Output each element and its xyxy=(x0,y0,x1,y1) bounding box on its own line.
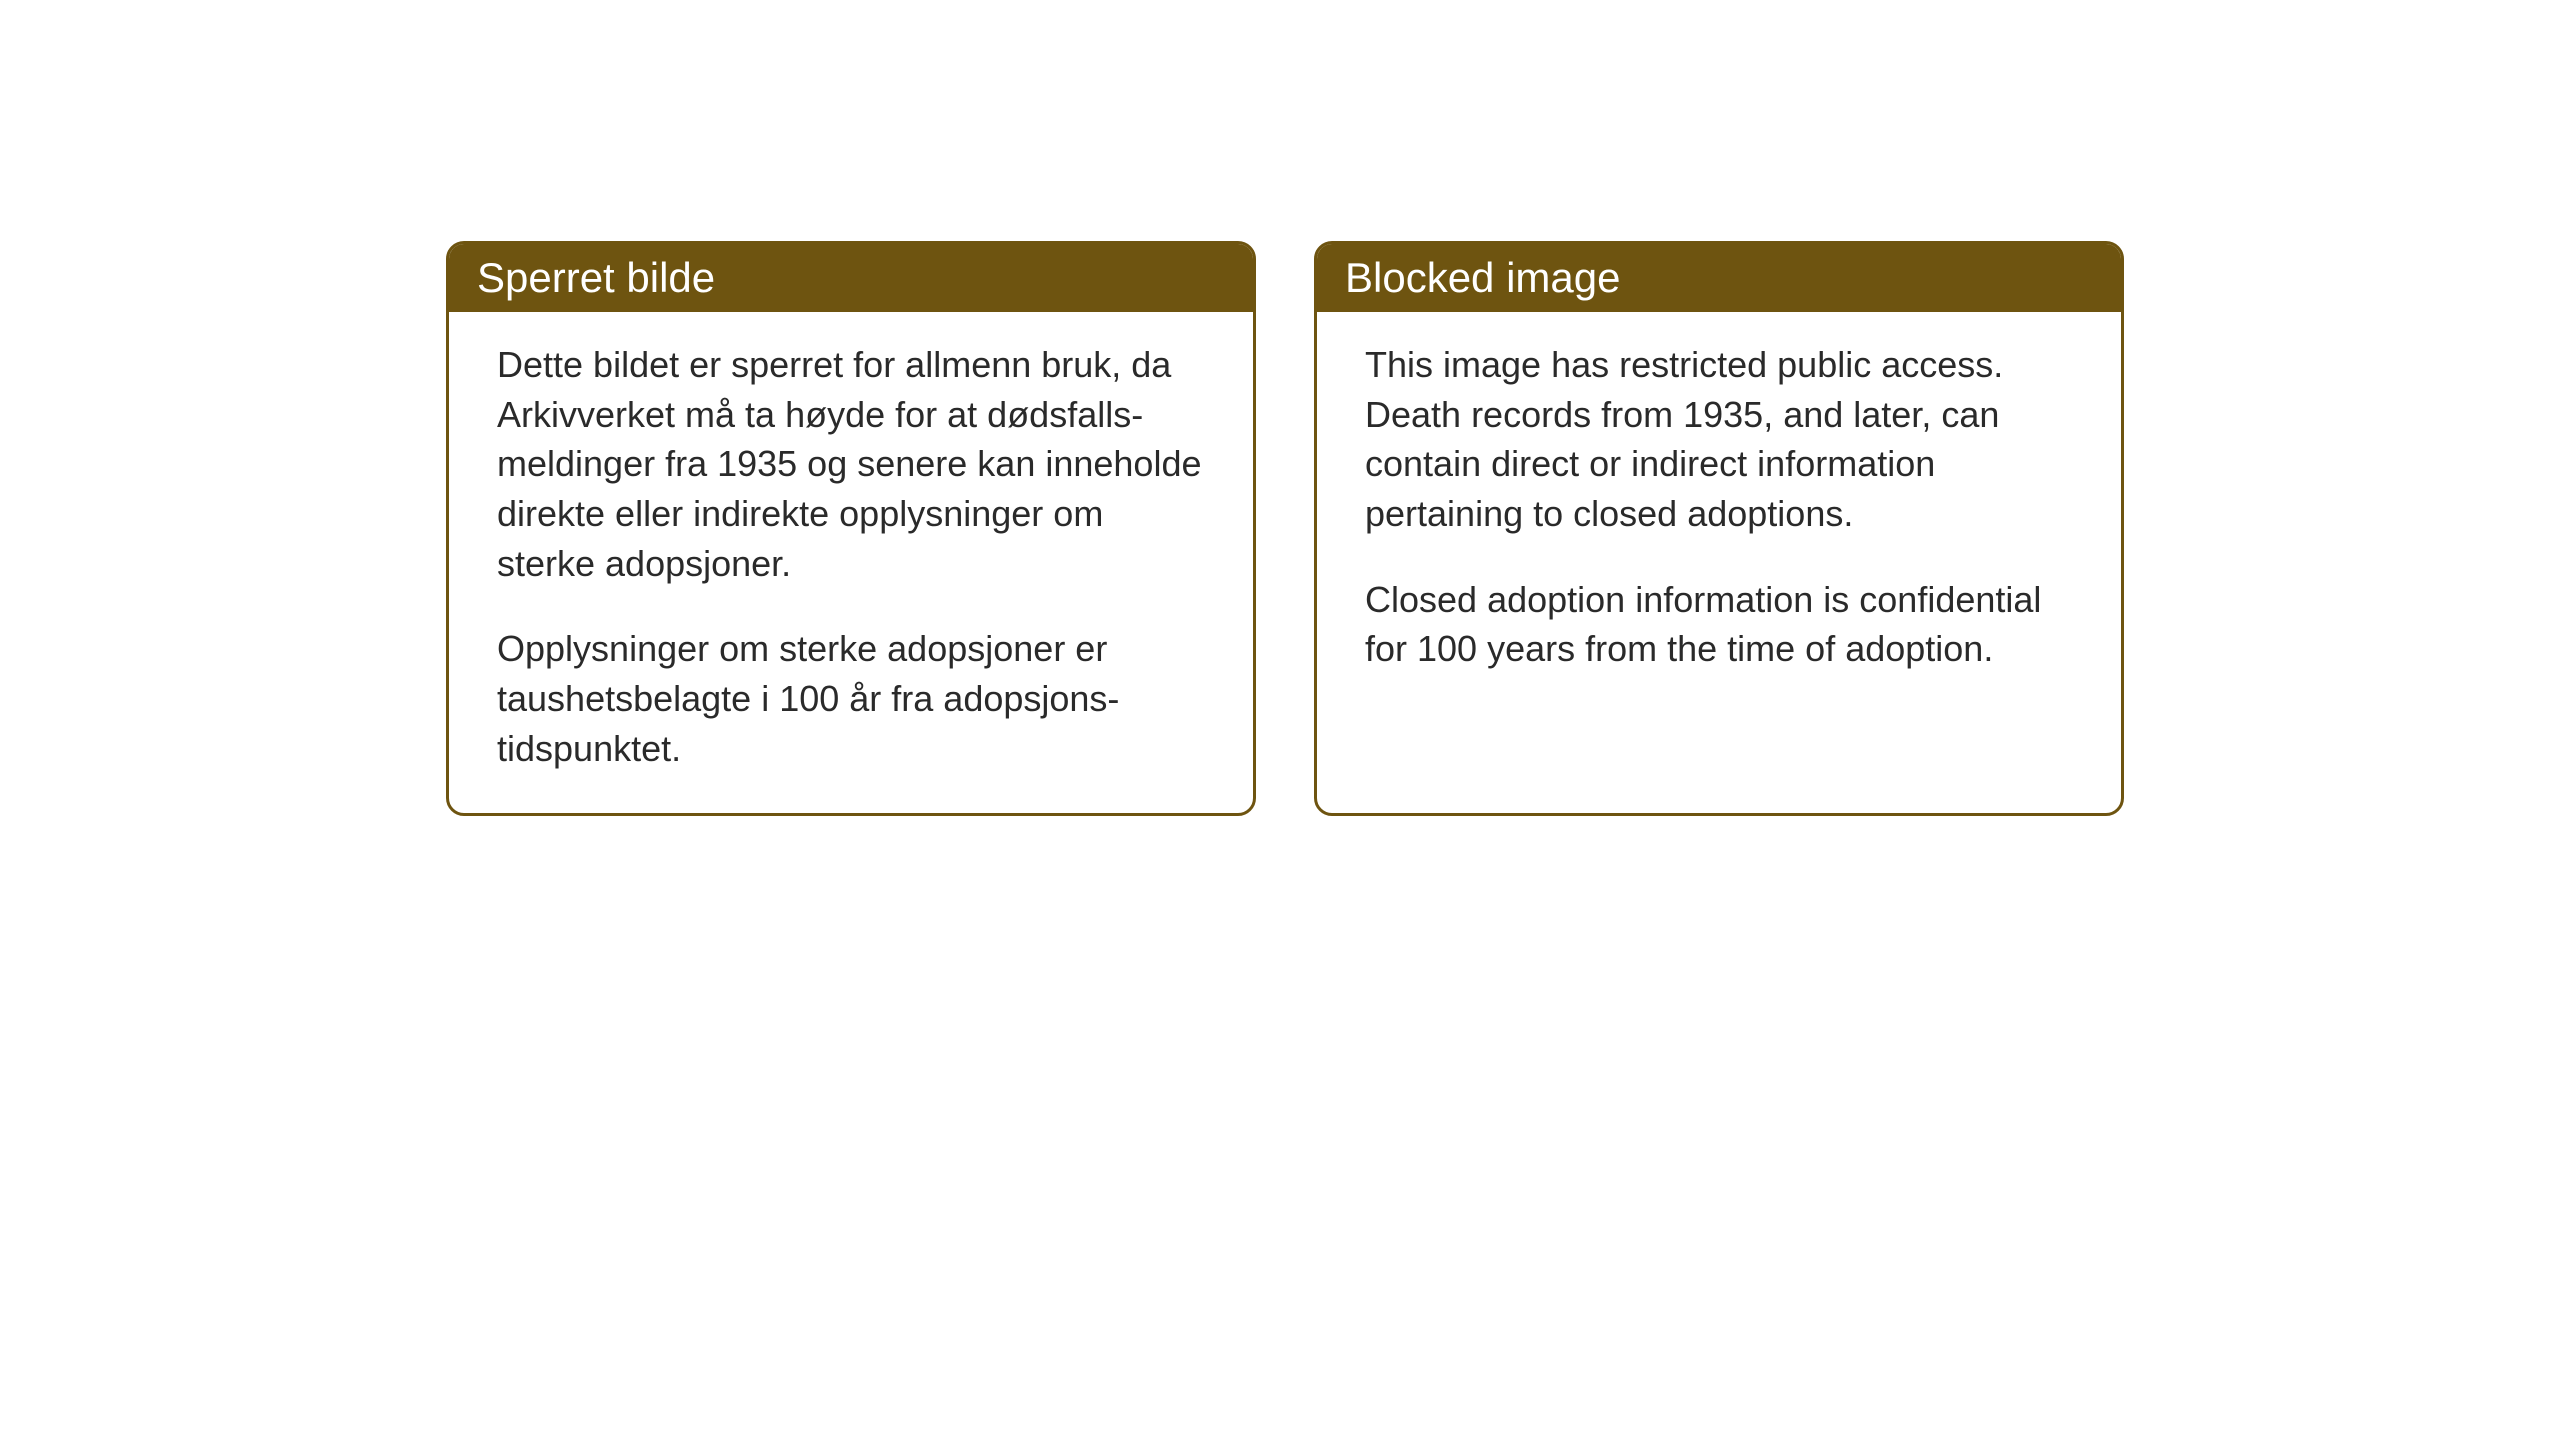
card-header-norwegian: Sperret bilde xyxy=(449,244,1253,312)
card-paragraph: This image has restricted public access.… xyxy=(1365,340,2073,539)
card-body-english: This image has restricted public access.… xyxy=(1317,312,2121,742)
cards-container: Sperret bilde Dette bildet er sperret fo… xyxy=(446,241,2124,816)
card-english: Blocked image This image has restricted … xyxy=(1314,241,2124,816)
card-body-norwegian: Dette bildet er sperret for allmenn bruk… xyxy=(449,312,1253,813)
card-title: Blocked image xyxy=(1345,254,1620,301)
card-header-english: Blocked image xyxy=(1317,244,2121,312)
card-title: Sperret bilde xyxy=(477,254,715,301)
card-paragraph: Dette bildet er sperret for allmenn bruk… xyxy=(497,340,1205,588)
card-paragraph: Opplysninger om sterke adopsjoner er tau… xyxy=(497,624,1205,773)
card-paragraph: Closed adoption information is confident… xyxy=(1365,575,2073,674)
card-norwegian: Sperret bilde Dette bildet er sperret fo… xyxy=(446,241,1256,816)
